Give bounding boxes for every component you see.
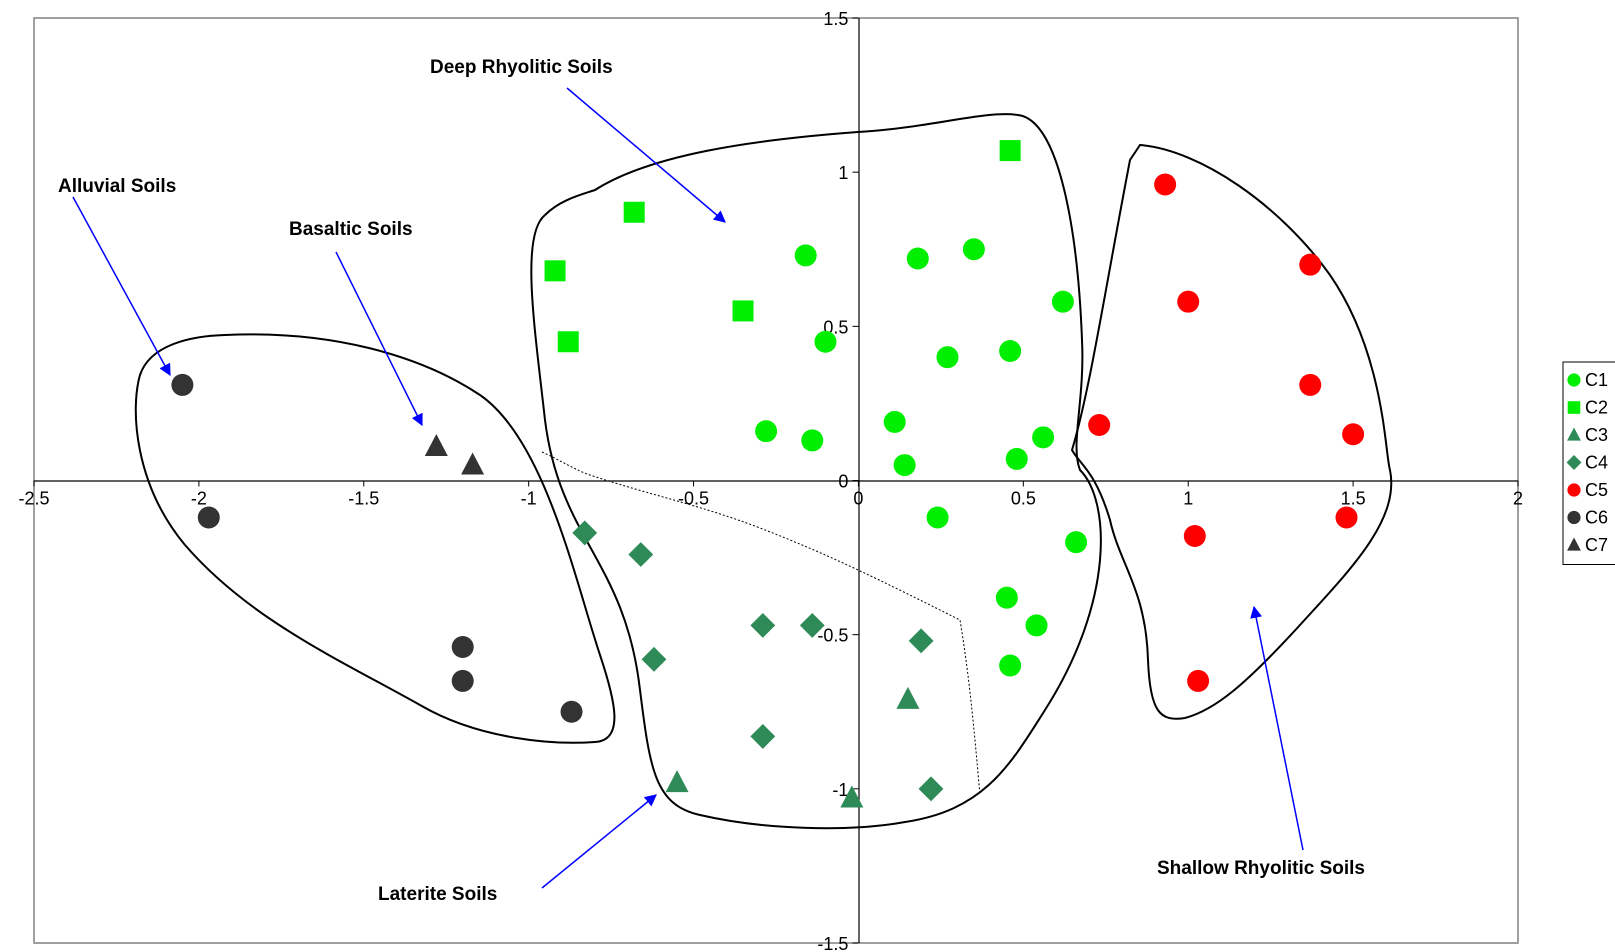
data-point-c4 bbox=[641, 646, 667, 672]
data-point-c3 bbox=[665, 770, 689, 793]
x-tick-label: 1 bbox=[1183, 489, 1193, 509]
data-point-c1 bbox=[906, 247, 929, 270]
data-point-c5 bbox=[1299, 253, 1322, 276]
data-point-c6 bbox=[451, 669, 474, 692]
y-tick-label: 1.5 bbox=[823, 9, 848, 29]
data-point-c1 bbox=[893, 454, 916, 477]
data-point-c5 bbox=[1088, 414, 1111, 436]
annotation-basaltic: Basaltic Soils bbox=[289, 219, 413, 240]
legend-label-c3: C3 bbox=[1585, 425, 1608, 445]
legend-label-c1: C1 bbox=[1585, 370, 1608, 390]
data-point-c5 bbox=[1183, 525, 1206, 547]
annotation-alluvial: Alluvial Soils bbox=[58, 176, 176, 197]
x-tick-label: 1.5 bbox=[1341, 489, 1366, 509]
data-point-c4 bbox=[918, 776, 944, 802]
data-point-c1 bbox=[1025, 614, 1048, 637]
legend-marker-c4 bbox=[1566, 455, 1582, 470]
data-point-c1 bbox=[926, 506, 949, 529]
data-point-c1 bbox=[801, 429, 824, 452]
data-point-c3 bbox=[896, 686, 920, 709]
legend-label-c7: C7 bbox=[1585, 535, 1608, 555]
arrow-alluvial bbox=[72, 196, 171, 377]
tick-labels: -2.5 -2 -1.5 -1 -0.5 0 0.5 1 1.5 2-1.5-1-0.500.51… bbox=[18, 9, 1523, 952]
data-point-c2 bbox=[999, 140, 1021, 162]
data-point-c1 bbox=[936, 346, 959, 369]
data-point-c1 bbox=[1065, 531, 1088, 554]
legend-label-c5: C5 bbox=[1585, 480, 1608, 500]
data-point-c5 bbox=[1177, 290, 1200, 313]
data-point-c5 bbox=[1335, 506, 1358, 529]
legend-label-c4: C4 bbox=[1585, 453, 1608, 473]
data-point-c5 bbox=[1187, 669, 1210, 692]
data-points bbox=[171, 140, 1365, 808]
data-point-c1 bbox=[755, 420, 778, 443]
data-point-c1 bbox=[999, 654, 1022, 677]
data-point-c1 bbox=[999, 340, 1022, 362]
x-tick-label: 0.5 bbox=[1011, 489, 1036, 509]
legend-marker-c5 bbox=[1567, 483, 1581, 497]
x-tick-label: -2 bbox=[191, 489, 207, 509]
y-tick-label: 1 bbox=[838, 163, 848, 183]
data-point-c5 bbox=[1342, 423, 1365, 446]
x-tick-label: -2.5 bbox=[18, 489, 49, 509]
shallow-rhyolitic-cluster-outline bbox=[1070, 143, 1393, 720]
legend-marker-c7 bbox=[1567, 537, 1581, 551]
data-point-c4 bbox=[572, 520, 598, 546]
legend-marker-c2 bbox=[1567, 401, 1581, 414]
legend-label-c6: C6 bbox=[1585, 508, 1608, 528]
data-point-c1 bbox=[1005, 447, 1028, 470]
data-point-c6 bbox=[451, 636, 474, 658]
legend-marker-c3 bbox=[1567, 427, 1581, 441]
data-point-c1 bbox=[814, 330, 837, 353]
arrow-basaltic bbox=[335, 251, 423, 427]
legend: C1 C2 C3 C4 C5 C6 C7 bbox=[1562, 361, 1615, 565]
data-point-c4 bbox=[628, 542, 654, 567]
data-point-c5 bbox=[1154, 173, 1177, 196]
data-point-c4 bbox=[750, 613, 776, 638]
legend-marker-c6 bbox=[1567, 510, 1581, 525]
y-tick-label: -1 bbox=[832, 780, 848, 800]
arrow-deep-rhyolitic bbox=[566, 87, 726, 223]
annotation-shallow-rhyolitic: Shallow Rhyolitic Soils bbox=[1157, 858, 1365, 879]
annotation-laterite: Laterite Soils bbox=[378, 884, 497, 905]
x-tick-label: 2 bbox=[1513, 489, 1523, 509]
y-tick-label: 0 bbox=[838, 472, 848, 492]
arrow-shallow-rhyolitic bbox=[1250, 605, 1304, 851]
data-point-c2 bbox=[544, 260, 566, 282]
alluvial-basaltic-cluster-outline bbox=[134, 333, 616, 744]
data-point-c1 bbox=[1032, 426, 1055, 449]
deep-rhyolitic-cluster-outline bbox=[530, 113, 1102, 830]
data-point-c3 bbox=[840, 785, 864, 808]
x-tick-label: -0.5 bbox=[678, 489, 709, 509]
data-point-c2 bbox=[732, 300, 754, 322]
x-tick-label: 0 bbox=[853, 489, 863, 509]
data-point-c2 bbox=[557, 331, 579, 353]
data-point-c7 bbox=[424, 433, 448, 457]
y-tick-label: -0.5 bbox=[817, 626, 848, 646]
data-point-c1 bbox=[1051, 290, 1074, 313]
x-tick-label: -1 bbox=[521, 489, 537, 509]
data-point-c4 bbox=[750, 724, 776, 749]
data-point-c2 bbox=[623, 201, 645, 223]
legend-label-c2: C2 bbox=[1585, 398, 1608, 418]
arrow-laterite bbox=[541, 794, 657, 889]
data-point-c4 bbox=[799, 613, 825, 638]
annotation-deep-rhyolitic: Deep Rhyolitic Soils bbox=[430, 57, 613, 78]
data-point-c1 bbox=[883, 410, 906, 433]
data-point-c1 bbox=[962, 238, 985, 261]
data-point-c7 bbox=[461, 452, 485, 475]
data-point-c6 bbox=[560, 700, 583, 723]
data-point-c6 bbox=[171, 373, 194, 396]
data-point-c1 bbox=[794, 244, 817, 267]
legend-marker-c1 bbox=[1567, 373, 1581, 387]
x-tick-label: -1.5 bbox=[348, 489, 379, 509]
data-point-c5 bbox=[1299, 373, 1322, 396]
y-tick-label: -1.5 bbox=[817, 934, 848, 952]
data-point-c1 bbox=[995, 586, 1018, 609]
data-point-c6 bbox=[197, 506, 220, 529]
data-point-c4 bbox=[908, 628, 934, 654]
divider-dotted-line bbox=[541, 451, 981, 796]
